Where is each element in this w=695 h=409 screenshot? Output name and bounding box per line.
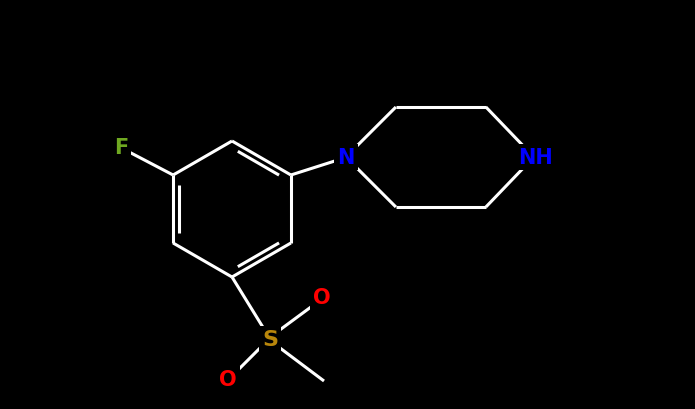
Text: N: N <box>337 148 354 168</box>
Text: NH: NH <box>518 148 553 168</box>
Text: O: O <box>219 369 237 389</box>
Text: F: F <box>114 138 129 157</box>
Text: O: O <box>313 287 331 307</box>
Text: S: S <box>262 329 278 349</box>
